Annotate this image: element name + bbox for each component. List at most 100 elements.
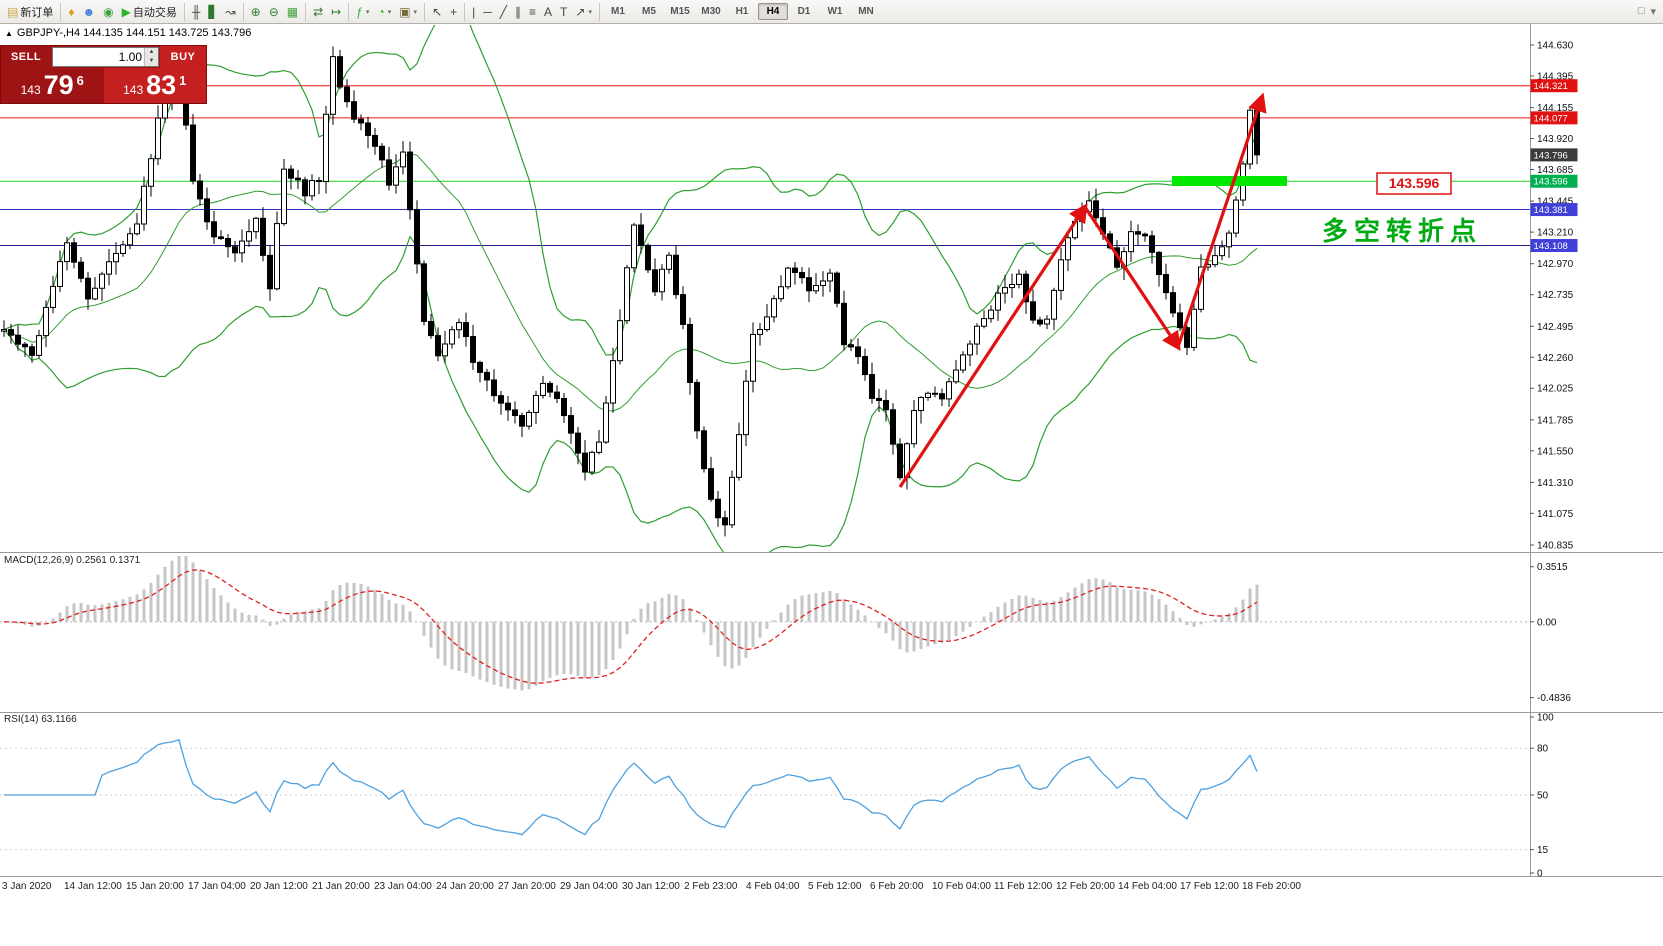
label-icon[interactable]: T bbox=[556, 1, 571, 23]
turning-point-text[interactable]: 多空转折点 bbox=[1322, 216, 1482, 246]
toolbar-menu-icon[interactable]: ▾ bbox=[1650, 6, 1656, 18]
zoom-in-icon[interactable]: ⊕ bbox=[247, 1, 265, 23]
toolbar-right-icons: □ ▾ bbox=[1638, 5, 1660, 18]
volume-down-icon[interactable]: ▼ bbox=[145, 57, 158, 66]
price-scale: 144.630 144.395 144.155 143.920 143.685 143.4… bbox=[1530, 41, 1574, 552]
timeframe-m5[interactable]: M5 bbox=[642, 6, 656, 17]
bar-chart-icon[interactable]: ╫ bbox=[188, 1, 205, 23]
rsi-line bbox=[4, 738, 1258, 836]
svg-text:4 Feb 04:00: 4 Feb 04:00 bbox=[746, 881, 800, 892]
sell-price[interactable]: 143 79 6 bbox=[1, 68, 104, 103]
horizontal-line-icon[interactable]: ─ bbox=[479, 1, 496, 23]
svg-text:141.075: 141.075 bbox=[1537, 509, 1574, 520]
alerts-icon[interactable]: ♦ bbox=[64, 1, 78, 23]
timeframe-mn[interactable]: MN bbox=[858, 6, 874, 17]
svg-text:143.210: 143.210 bbox=[1537, 228, 1574, 239]
timeframe-h4[interactable]: H4 bbox=[757, 3, 788, 20]
svg-text:142.970: 142.970 bbox=[1537, 259, 1574, 270]
toolbar-overflow-icon[interactable]: □ bbox=[1637, 5, 1645, 17]
buy-price[interactable]: 143 83 1 bbox=[103, 68, 206, 103]
volume-stepper[interactable]: ▲ ▼ bbox=[144, 48, 158, 66]
bollinger-middle bbox=[3, 152, 1258, 412]
timeframe-h1[interactable]: H1 bbox=[735, 6, 749, 17]
collapse-panel-icon[interactable]: ▲ bbox=[5, 28, 13, 38]
svg-text:143.920: 143.920 bbox=[1537, 134, 1574, 145]
arrows-button[interactable]: ↗ ▾ bbox=[571, 1, 596, 23]
svg-text:20 Jan 12:00: 20 Jan 12:00 bbox=[250, 881, 308, 892]
chevron-down-icon: ▾ bbox=[413, 8, 418, 16]
trend-arrow[interactable] bbox=[1176, 92, 1267, 348]
volume-wrap: ▲▼ bbox=[51, 46, 160, 68]
toolbar-separator bbox=[464, 2, 466, 21]
bollinger-bands bbox=[3, 25, 1258, 552]
timeframe-d1[interactable]: D1 bbox=[797, 6, 811, 17]
price-label-box[interactable] bbox=[1376, 172, 1452, 195]
price-tag: 143.796 bbox=[1530, 148, 1578, 162]
price-tag: 143.108 bbox=[1530, 239, 1578, 253]
zoom-out-icon[interactable]: ⊖ bbox=[265, 1, 283, 23]
line-chart-icon: ↝ bbox=[225, 4, 236, 19]
trend-arrow[interactable] bbox=[1083, 206, 1181, 351]
timeframe-w1[interactable]: W1 bbox=[827, 6, 843, 17]
sell-button[interactable]: SELL bbox=[1, 46, 51, 68]
auto-trading-button[interactable]: ▶ 自动交易 bbox=[118, 1, 181, 23]
volume-input[interactable] bbox=[53, 49, 144, 65]
sell-price-small: 143 bbox=[20, 82, 41, 97]
periods-button[interactable]: ◔ ▾ bbox=[373, 1, 395, 23]
level-lines bbox=[0, 85, 1530, 247]
svg-text:11 Feb 12:00: 11 Feb 12:00 bbox=[994, 881, 1053, 892]
line-chart-icon[interactable]: ↝ bbox=[222, 1, 240, 23]
buy-price-big: 83 bbox=[146, 70, 177, 100]
alerts-icon: ♦ bbox=[68, 4, 75, 19]
timeframe-m30[interactable]: M30 bbox=[701, 6, 721, 17]
svg-text:144.155: 144.155 bbox=[1537, 103, 1574, 114]
trend-arrow[interactable] bbox=[898, 202, 1088, 488]
trendline-icon: ╱ bbox=[499, 4, 508, 19]
templates-button: ▣ bbox=[399, 4, 411, 19]
buy-button[interactable]: BUY bbox=[160, 46, 206, 68]
toolbar: ▤ 新订单 ♦ ☻ ◉ ▶ 自动交易 ╫ ▋ ↝ ⊕ ⊖ ▦ ⇄ ↦ ƒ ▾ ◔ ▾ ▣ ▾ ↖ + | ─ ╱ ∥ ≡ A T ↗ ▾ M1… bbox=[0, 0, 1663, 24]
chart-shift-icon[interactable]: ↦ bbox=[327, 1, 345, 23]
grid-icon[interactable]: ▦ bbox=[283, 1, 302, 23]
svg-text:143.381: 143.381 bbox=[1534, 205, 1568, 216]
vertical-line-icon: | bbox=[472, 4, 476, 19]
text-icon[interactable]: A bbox=[540, 1, 556, 23]
web-icon[interactable]: ◉ bbox=[99, 1, 117, 23]
candles bbox=[1, 46, 1260, 537]
templates-button[interactable]: ▣ ▾ bbox=[395, 1, 421, 23]
svg-text:144.321: 144.321 bbox=[1534, 81, 1568, 92]
time-axis: 3 Jan 2020 14 Jan 12:00 15 Jan 20:00 17 Jan… bbox=[2, 881, 1301, 892]
price-tag: 143.381 bbox=[1530, 203, 1578, 217]
indicators-button[interactable]: ƒ ▾ bbox=[352, 1, 373, 23]
toolbar-separator bbox=[305, 2, 307, 21]
chart-shift-icon: ↦ bbox=[331, 4, 342, 19]
new-order-button[interactable]: ▤ 新订单 bbox=[3, 1, 57, 23]
svg-text:142.025: 142.025 bbox=[1537, 384, 1574, 395]
svg-text:23 Jan 04:00: 23 Jan 04:00 bbox=[374, 881, 432, 892]
fibonacci-icon: ≡ bbox=[529, 4, 537, 19]
chevron-down-icon: ▾ bbox=[588, 8, 592, 16]
crosshair-icon[interactable]: + bbox=[446, 1, 461, 23]
highlight-zone[interactable] bbox=[1172, 176, 1287, 186]
candlestick-chart-icon[interactable]: ▋ bbox=[204, 1, 221, 23]
rsi-scale-label: 50 bbox=[1537, 791, 1549, 802]
crosshair-icon: + bbox=[450, 4, 458, 19]
bollinger-upper bbox=[3, 25, 1258, 356]
timeframe-m1[interactable]: M1 bbox=[611, 6, 625, 17]
auto-scroll-icon[interactable]: ⇄ bbox=[309, 1, 327, 23]
timeframe-m15[interactable]: M15 bbox=[670, 6, 690, 17]
fibonacci-icon[interactable]: ≡ bbox=[525, 1, 540, 23]
svg-text:2 Feb 23:00: 2 Feb 23:00 bbox=[684, 881, 738, 892]
svg-text:21 Jan 20:00: 21 Jan 20:00 bbox=[312, 881, 370, 892]
channel-icon[interactable]: ∥ bbox=[511, 1, 525, 23]
community-icon: ☻ bbox=[82, 4, 96, 19]
volume-up-icon[interactable]: ▲ bbox=[145, 48, 158, 57]
trendline-icon[interactable]: ╱ bbox=[496, 1, 511, 23]
vertical-line-icon[interactable]: | bbox=[468, 1, 479, 23]
macd-scale-label: 0.00 bbox=[1537, 617, 1557, 628]
cursor-icon[interactable]: ↖ bbox=[428, 1, 446, 23]
toolbar-separator bbox=[424, 2, 426, 21]
toolbar-separator bbox=[348, 2, 350, 21]
community-icon[interactable]: ☻ bbox=[78, 1, 99, 23]
